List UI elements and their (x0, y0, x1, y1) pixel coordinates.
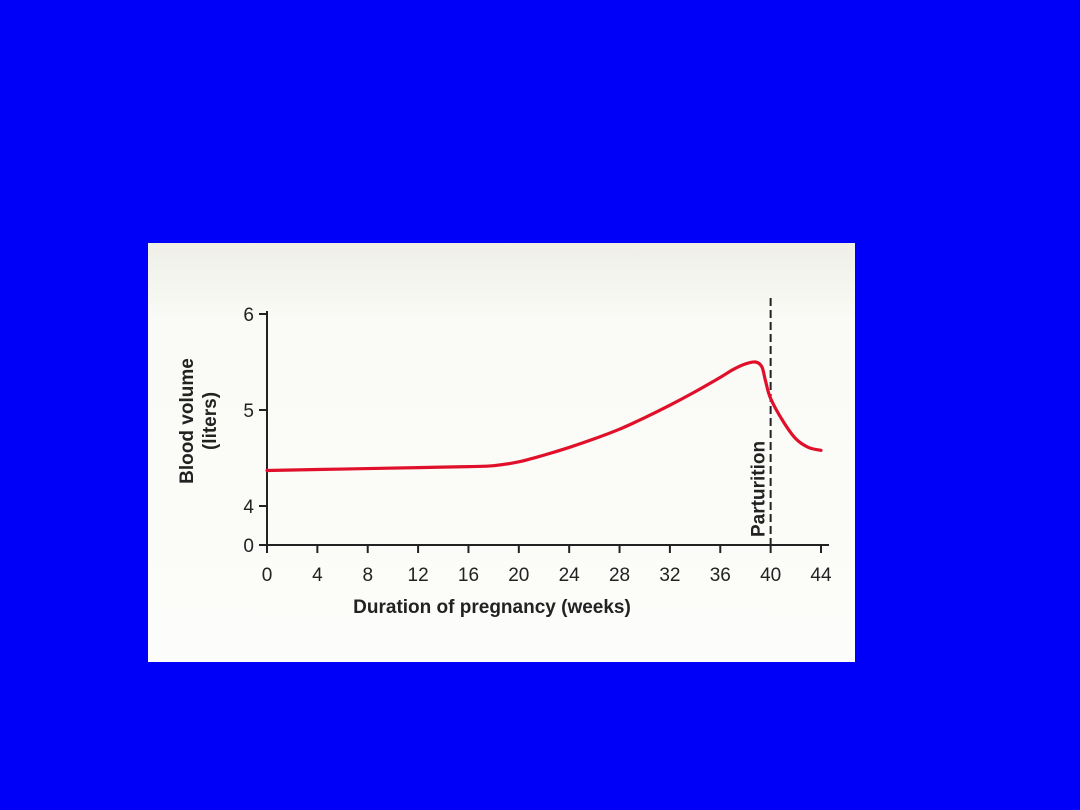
y-axis-title: Blood volume (liters) (177, 358, 221, 484)
x-tick-label: 32 (659, 565, 680, 586)
x-tick-label: 12 (408, 565, 429, 586)
parturition-label: Parturition (749, 441, 770, 537)
x-tick-label: 20 (508, 565, 529, 586)
x-tick-label: 36 (710, 565, 731, 586)
x-tick-label: 4 (312, 565, 323, 586)
x-tick-label: 16 (458, 565, 479, 586)
x-axis-title: Duration of pregnancy (weeks) (353, 597, 631, 618)
axes (266, 311, 829, 546)
x-tick-label: 28 (609, 565, 630, 586)
parturition-marker: Parturition (749, 298, 772, 545)
y-tick-label: 6 (243, 305, 254, 326)
series-group (265, 360, 823, 473)
x-tick-label: 44 (810, 565, 832, 586)
y-tick-label: 4 (243, 497, 254, 518)
x-tick-label: 8 (362, 565, 373, 586)
x-tick-label: 24 (559, 565, 581, 586)
y-tick-label: 5 (243, 401, 254, 422)
y-axis-title-line2: (liters) (200, 392, 221, 450)
chart-panel: 0 4 8 12 16 20 24 28 32 36 40 44 0 4 5 6 Parturition D… (148, 243, 855, 662)
x-axis-ticks: 0 4 8 12 16 20 24 28 32 36 40 44 (262, 545, 832, 586)
y-axis-ticks: 0 4 5 6 (243, 305, 267, 557)
blood-volume-chart: 0 4 8 12 16 20 24 28 32 36 40 44 0 4 5 6 Parturition D… (177, 298, 832, 618)
series-line (265, 360, 823, 473)
x-tick-label: 0 (262, 565, 273, 586)
x-tick-label: 40 (760, 565, 781, 586)
y-axis-title-line1: Blood volume (177, 358, 198, 484)
y-tick-label: 0 (243, 536, 254, 557)
